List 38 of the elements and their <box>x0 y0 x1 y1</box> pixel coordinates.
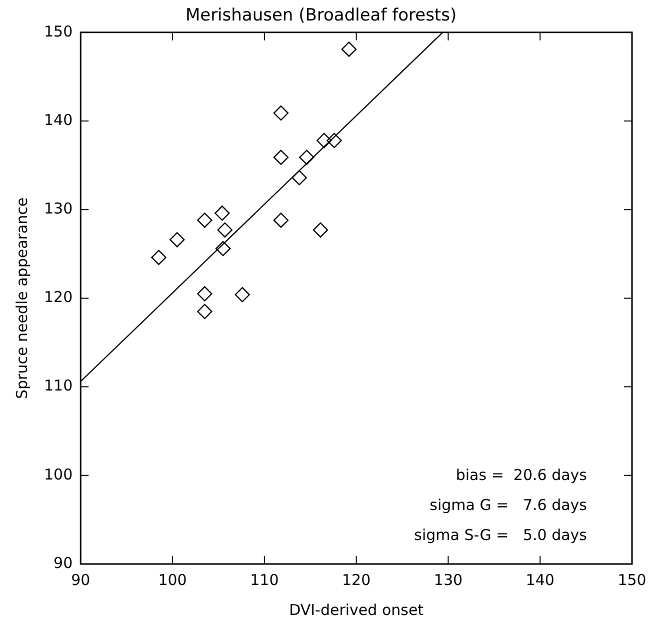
y-tick-label: 110 <box>44 376 73 395</box>
x-tick-label: 120 <box>342 570 371 589</box>
y-tick-label: 150 <box>44 22 73 40</box>
point <box>197 212 212 228</box>
point <box>273 105 289 121</box>
annotation: sigma G = 7.6 days <box>430 496 588 514</box>
x-tick-label: 140 <box>526 570 554 589</box>
y-tick-label: 90 <box>54 554 73 572</box>
y-axis-title: Spruce needle appearance <box>12 197 31 400</box>
y-tick-label: 140 <box>44 110 73 129</box>
x-tick-label: 90 <box>71 570 90 589</box>
x-tick-label: 130 <box>434 570 463 589</box>
y-tick-label: 130 <box>44 199 73 218</box>
point <box>234 287 250 302</box>
y-tick-label: 120 <box>44 288 73 306</box>
x-tick-label: 150 <box>618 570 646 589</box>
point <box>273 150 289 165</box>
point <box>170 232 185 248</box>
x-tick-label: 100 <box>158 570 187 589</box>
point <box>292 170 307 186</box>
point <box>215 240 231 256</box>
chart-title: Merishausen (Broadleaf forests) <box>185 6 457 26</box>
point <box>214 206 230 221</box>
point <box>197 304 212 320</box>
point <box>326 132 342 148</box>
y-tick-label: 100 <box>44 465 73 484</box>
point <box>273 212 289 228</box>
point <box>197 286 212 302</box>
x-tick-label: 110 <box>250 570 279 589</box>
x-axis-title: DVI-derived onset <box>289 600 424 619</box>
annotation: sigma S-G = 5.0 days <box>414 526 588 544</box>
point <box>151 250 166 266</box>
annotation: bias = 20.6 days <box>456 466 588 484</box>
point <box>316 132 332 148</box>
point <box>217 222 233 238</box>
point <box>312 222 328 238</box>
point <box>299 150 314 165</box>
point <box>341 42 357 57</box>
